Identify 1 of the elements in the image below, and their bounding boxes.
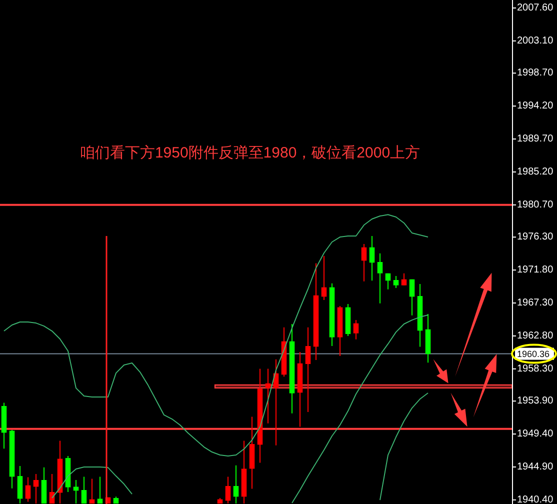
annotation: 咱们看下方1950附件反弹至1980，破位看2000上方	[80, 144, 420, 162]
